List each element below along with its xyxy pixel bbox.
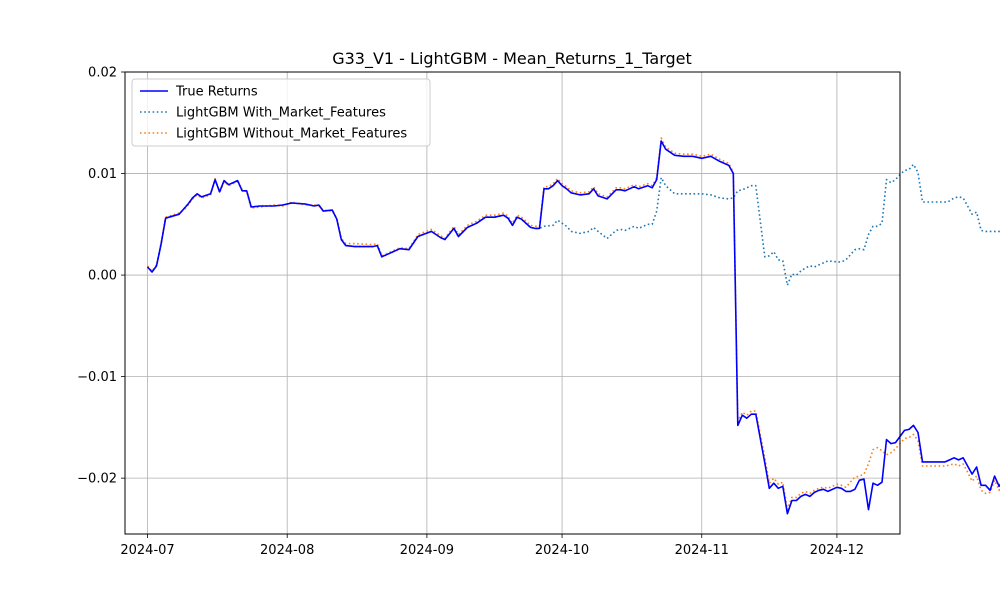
x-tick-label: 2024-12 xyxy=(810,543,864,558)
y-tick-label: 0.02 xyxy=(88,66,117,81)
x-tick-label: 2024-08 xyxy=(260,543,314,558)
y-tick-label: 0.00 xyxy=(88,269,117,284)
x-tick-label: 2024-09 xyxy=(400,543,454,558)
legend: True Returns LightGBM With_Market_Feature… xyxy=(132,79,430,146)
legend-label: True Returns xyxy=(175,85,258,100)
y-tick-label: 0.01 xyxy=(88,167,117,182)
x-tick-label: 2024-11 xyxy=(675,543,729,558)
chart-title: G33_V1 - LightGBM - Mean_Returns_1_Targe… xyxy=(332,49,692,69)
x-tick-label: 2024-07 xyxy=(120,543,174,558)
legend-label: LightGBM With_Market_Features xyxy=(176,106,386,121)
x-tick-label: 2024-10 xyxy=(535,543,589,558)
y-tick-label: −0.01 xyxy=(77,370,117,385)
y-tick-label: −0.02 xyxy=(77,472,117,487)
legend-label: LightGBM Without_Market_Features xyxy=(176,127,407,142)
